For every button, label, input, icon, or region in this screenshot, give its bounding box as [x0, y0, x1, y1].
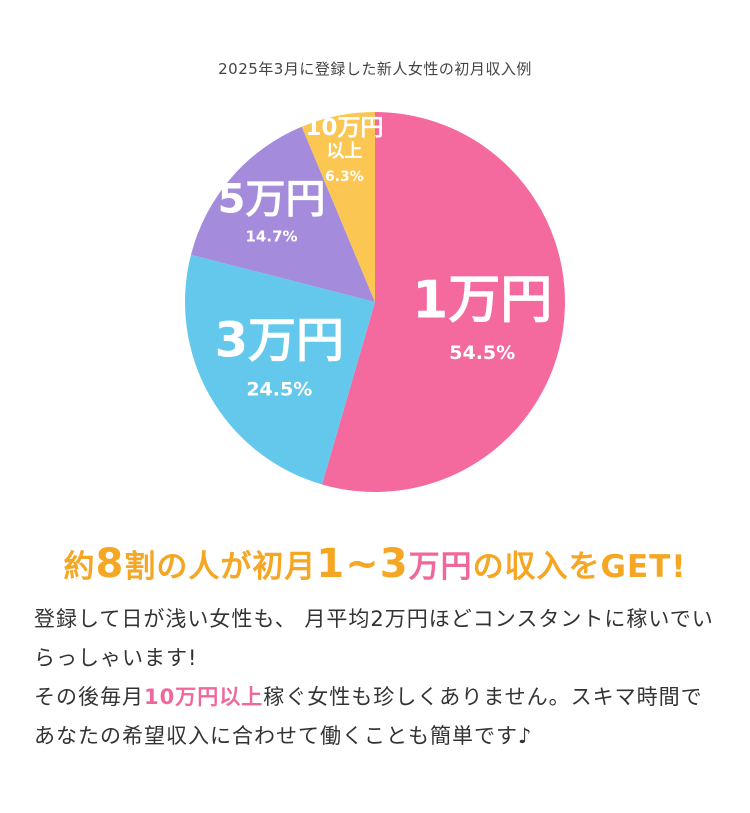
description-text: 稼ぐ女性も珍しくありません。スキマ時間であなたの希望収入に合わせて働くことも簡単… [34, 685, 703, 748]
description-text: 登録して日が浅い女性も、 月平均2万円ほどコンスタントに稼いでいらっしゃいます! [34, 607, 714, 670]
headline-number: 8 [95, 541, 125, 587]
description: 登録して日が浅い女性も、 月平均2万円ほどコンスタントに稼いでいらっしゃいます!… [34, 600, 724, 756]
pie-slice [190, 126, 375, 302]
headline: 約8割の人が初月1~3万円の収入をGET! [0, 540, 750, 591]
slice-label: 3万円 [215, 313, 344, 369]
pie-slice [184, 254, 375, 485]
chart-title: 2025年3月に登録した新人女性の初月収入例 [218, 60, 532, 78]
slice-percent: 6.3% [325, 169, 364, 185]
slice-percent: 24.5% [246, 378, 312, 400]
pie-slice [321, 112, 565, 492]
slice-percent: 54.5% [449, 342, 515, 364]
pie-slice [301, 112, 375, 302]
description-text: その後毎月 [34, 685, 144, 709]
headline-part: 割の人が初月 [124, 549, 317, 585]
slice-label: 10万円 [305, 115, 383, 141]
description-highlight: 10万円以上 [144, 685, 264, 709]
headline-part: の収入をGET! [472, 549, 687, 585]
pie-chart: 1万円 54.5% 3万円 24.5% 5万円 14.7% 10万円以上 6.3% [184, 112, 565, 492]
slice-label: 以上 [326, 141, 362, 162]
headline-part: 約 [63, 549, 96, 585]
slice-percent: 14.7% [246, 227, 298, 245]
slice-label: 5万円 [218, 177, 326, 223]
headline-unit: 万円 [408, 549, 473, 585]
headline-number: 1~3 [316, 541, 409, 587]
slice-label: 1万円 [412, 270, 552, 330]
